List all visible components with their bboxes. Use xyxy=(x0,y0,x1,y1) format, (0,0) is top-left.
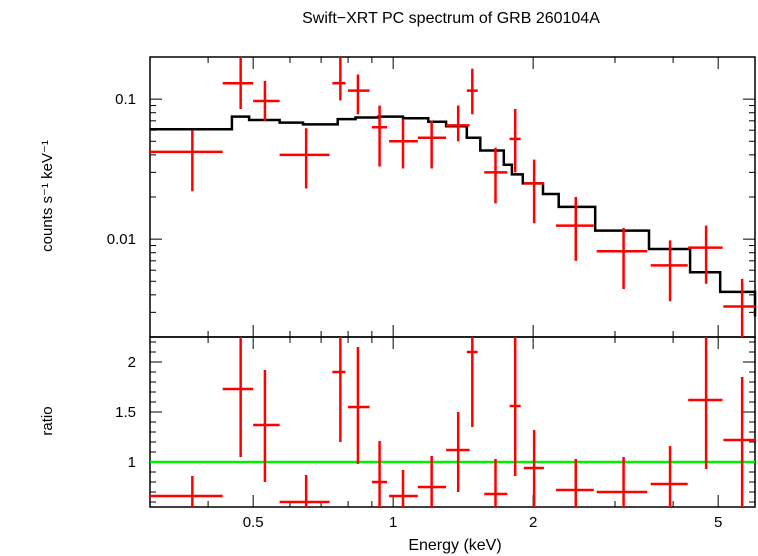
spectrum-point-5 xyxy=(348,74,370,115)
x-tick-label: 1 xyxy=(389,514,397,531)
spectrum-point-9 xyxy=(446,105,470,142)
spectrum-point-8 xyxy=(417,120,447,169)
ratio-point-6 xyxy=(371,441,387,507)
ratio-point-0 xyxy=(150,476,223,507)
ratio-point-17 xyxy=(688,337,723,469)
x-tick-label: 5 xyxy=(714,514,722,531)
spectrum-point-3 xyxy=(279,128,330,189)
bottom-y-tick-label: 2 xyxy=(128,354,136,371)
ratio-point-5 xyxy=(348,347,370,464)
spectrum-point-2 xyxy=(253,80,280,121)
spectrum-point-0 xyxy=(150,130,223,192)
top-panel-ylabel: counts s⁻¹ keV⁻¹ xyxy=(39,140,56,252)
ratio-point-12 xyxy=(509,337,521,476)
spectrum-point-6 xyxy=(371,105,387,167)
spectrum-point-4 xyxy=(332,57,346,101)
spectrum-point-12 xyxy=(509,109,521,173)
ratio-point-3 xyxy=(279,475,330,507)
spectrum-point-16 xyxy=(650,240,688,302)
spectrum-point-11 xyxy=(484,147,508,204)
spectrum-point-7 xyxy=(389,119,418,169)
ratio-point-11 xyxy=(484,459,508,507)
ratio-point-10 xyxy=(466,337,478,427)
ratio-point-15 xyxy=(596,457,648,507)
ratio-point-14 xyxy=(556,459,594,507)
spectrum-point-15 xyxy=(596,228,648,290)
spectrum-point-17 xyxy=(688,225,723,284)
chart-title: Swift−XRT PC spectrum of GRB 260104A xyxy=(302,10,600,27)
top-y-tick-label: 0.01 xyxy=(107,231,136,248)
spectrum-point-14 xyxy=(556,197,594,261)
x-tick-label: 0.5 xyxy=(243,514,264,531)
ratio-point-18 xyxy=(723,377,755,507)
x-axis-label: Energy (keV) xyxy=(408,537,501,554)
top-y-tick-label: 0.1 xyxy=(115,91,136,108)
bottom-y-tick-label: 1 xyxy=(128,454,136,471)
spectrum-point-13 xyxy=(523,159,544,224)
x-tick-label: 2 xyxy=(529,514,537,531)
ratio-point-16 xyxy=(650,446,688,507)
plot-layer: 0.5 1 2 5 0.1 0.01 1 1.5 2 xyxy=(107,56,757,531)
bottom-y-tick-label: 1.5 xyxy=(115,404,136,421)
ratio-point-4 xyxy=(332,337,346,442)
ratio-point-1 xyxy=(222,337,254,457)
ratio-point-7 xyxy=(389,470,418,507)
model-step-line xyxy=(150,115,757,317)
spectrum-point-1 xyxy=(222,57,254,110)
spectrum-point-10 xyxy=(466,68,478,115)
ratio-point-13 xyxy=(523,430,544,507)
ratio-point-8 xyxy=(417,456,447,507)
bottom-panel-ylabel: ratio xyxy=(39,406,56,435)
spectrum-point-18 xyxy=(723,278,755,337)
ratio-point-9 xyxy=(446,412,470,492)
ratio-point-2 xyxy=(253,370,280,482)
